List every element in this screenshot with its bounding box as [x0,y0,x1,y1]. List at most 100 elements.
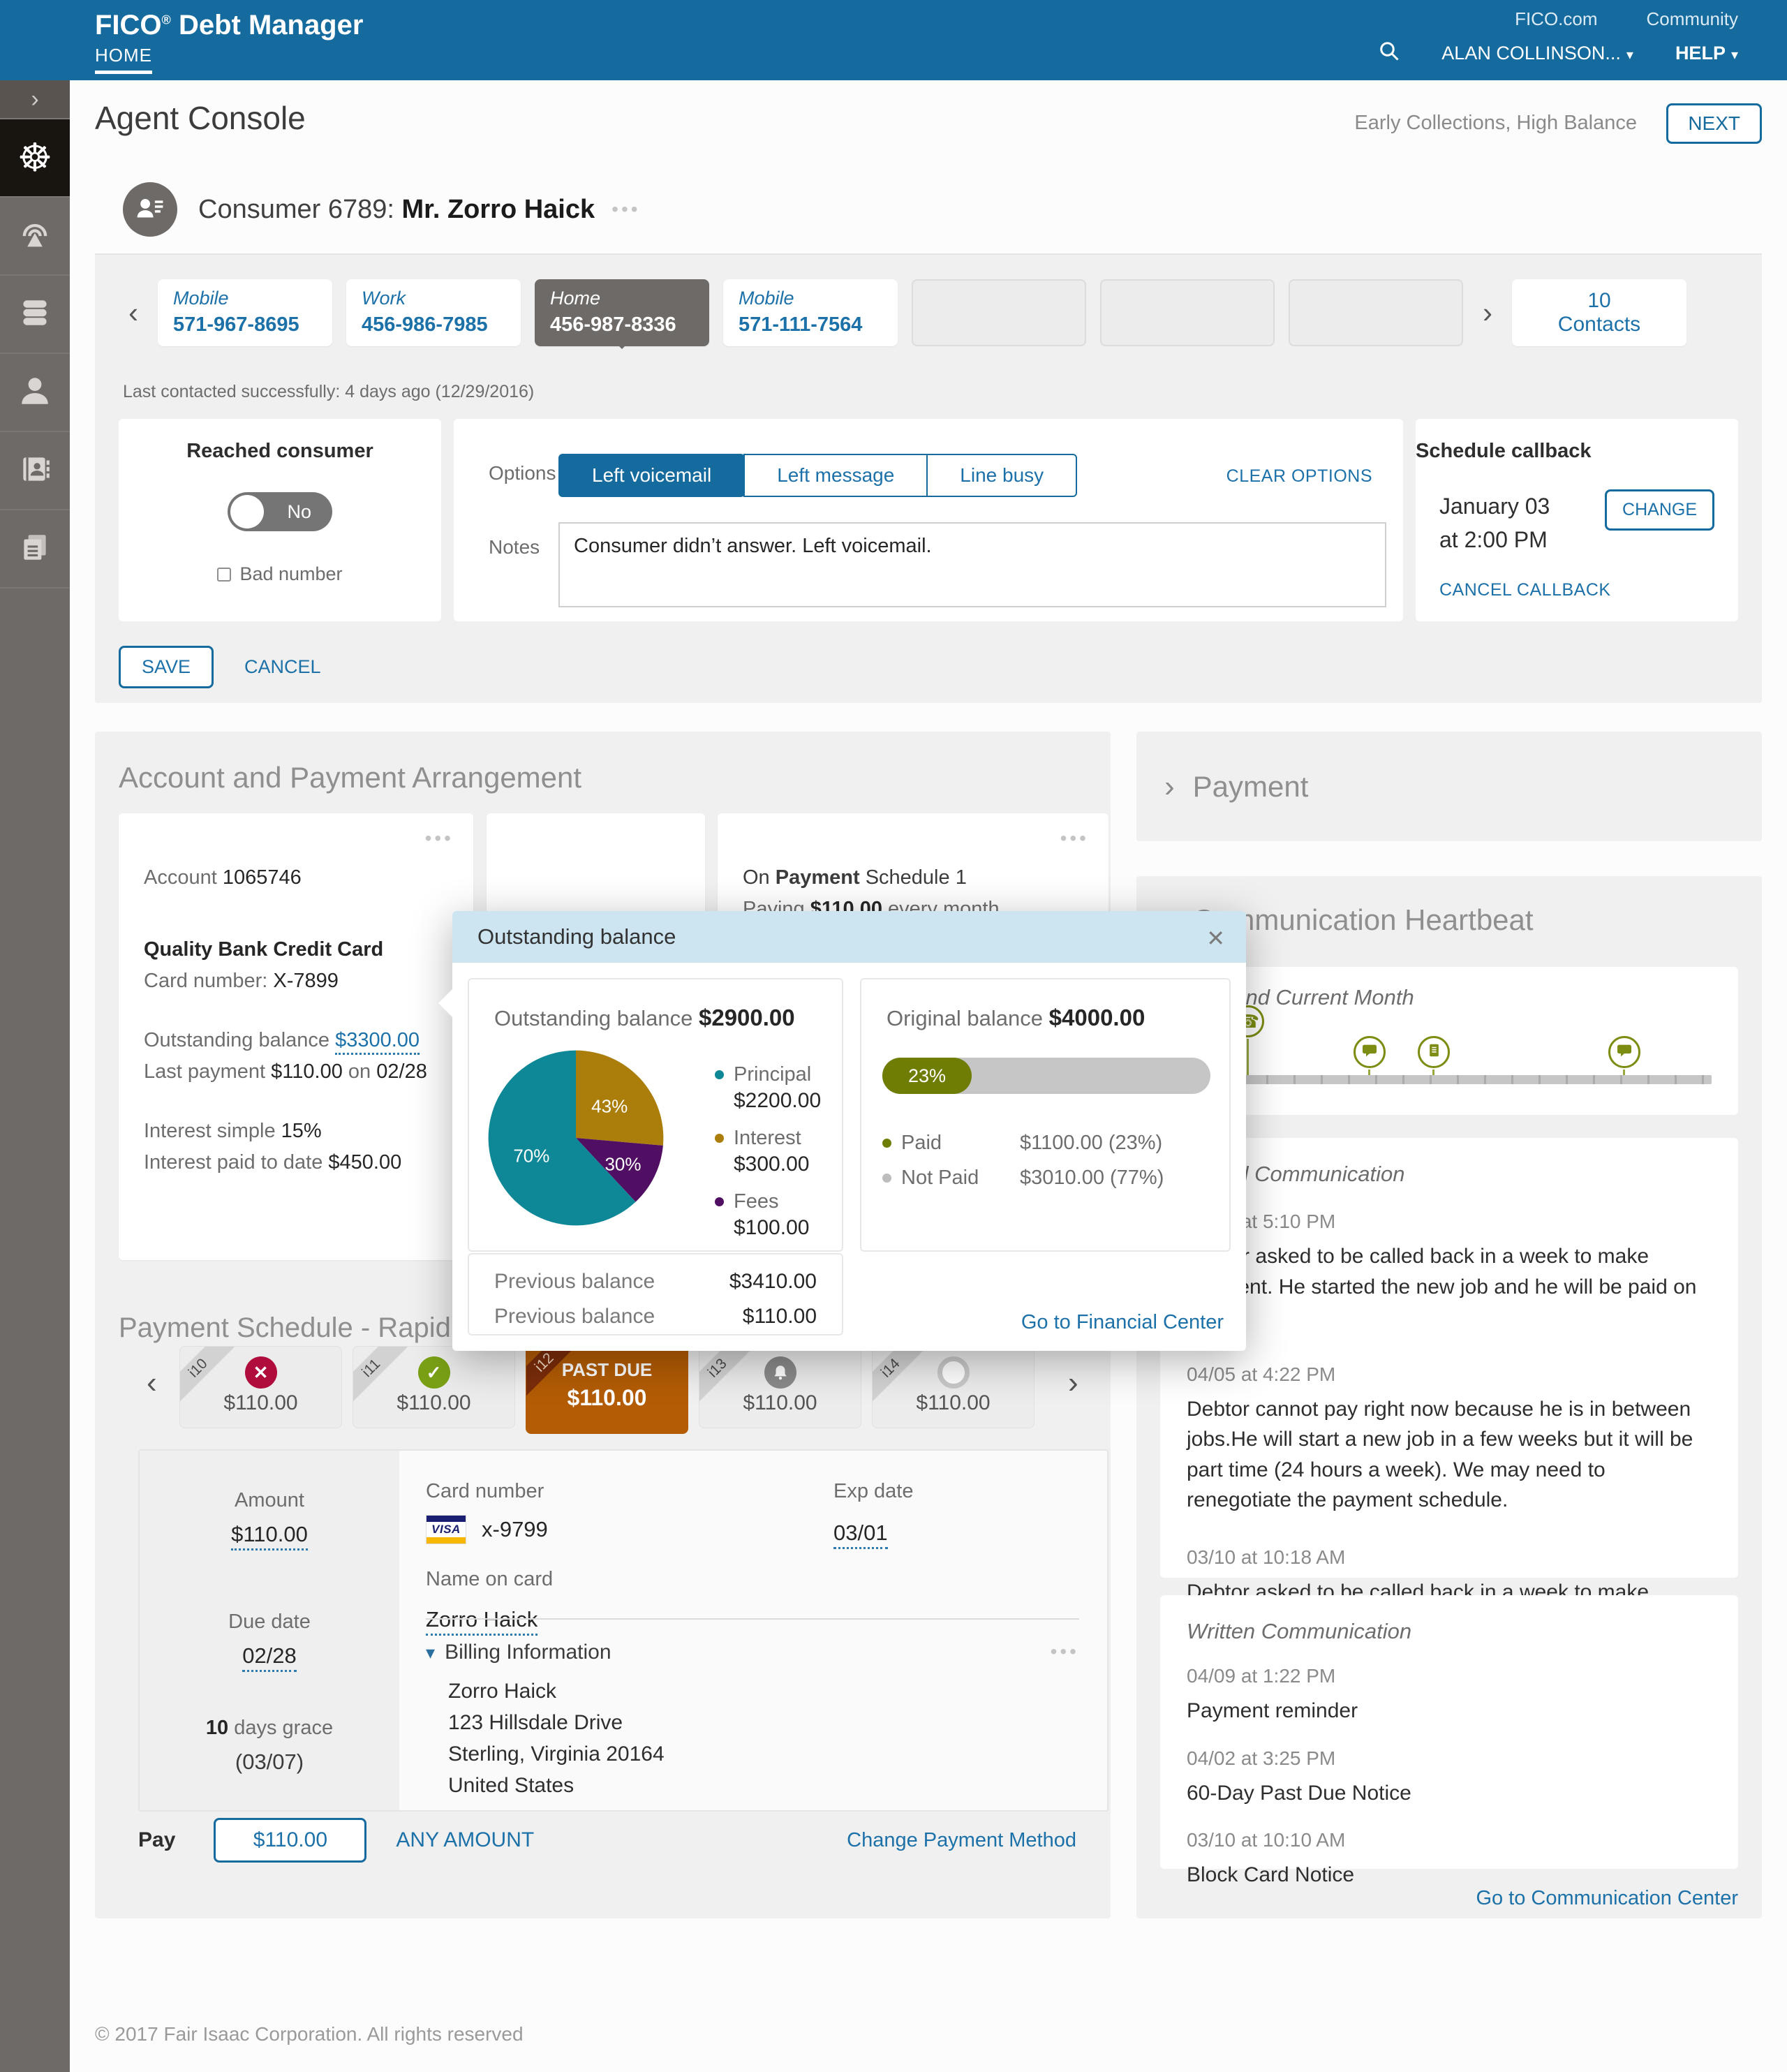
callback-datetime: January 03 at 2:00 PM [1439,494,1550,552]
change-callback-button[interactable]: CHANGE [1605,489,1714,531]
legend-dot-fees [715,1197,724,1206]
option-left-message[interactable]: Left message [743,454,928,497]
billing-information-toggle[interactable]: ▾ Billing Information [426,1641,611,1664]
timeline-chat-pin[interactable] [1354,1036,1386,1075]
notes-input[interactable]: Consumer didn’t answer. Left voicemail. [558,522,1386,607]
billing-menu-icon[interactable]: ••• [1050,1641,1079,1662]
change-payment-method-link[interactable]: Change Payment Method [847,1828,1076,1851]
schedule-card-i13-alert[interactable]: i13 $110.00 [699,1346,861,1428]
timeline-chat-pin[interactable] [1608,1036,1640,1075]
timeline-bar[interactable] [1187,1075,1712,1084]
payment-detail-box: Amount $110.00 Due date 02/28 10 days gr… [138,1449,1108,1812]
account-card-menu-icon[interactable]: ••• [424,827,454,849]
paid-check-icon: ✓ [417,1356,450,1389]
chevron-right-icon: › [1164,769,1175,804]
user-menu[interactable]: ALAN COLLINSON... ▾ [1441,43,1633,64]
exp-date-editable-value[interactable]: 03/01 [833,1520,888,1549]
phone-slot-empty [1289,279,1463,346]
sidebar-item-broadcast[interactable] [0,198,70,276]
chevron-down-icon: ▾ [426,1642,436,1663]
phone-card-mobile-1[interactable]: Mobile 571-967-8695 [158,279,332,346]
verbal-entry: 04/05 at 4:22 PM Debtor cannot pay right… [1187,1363,1693,1512]
save-button[interactable]: SAVE [119,646,214,688]
schedule-card-i12-past-due[interactable]: i12 PAST DUE $110.00 [526,1340,688,1434]
schedule-card-i11-paid[interactable]: i11 ✓ $110.00 [353,1346,515,1428]
go-to-financial-center-link[interactable]: Go to Financial Center [1021,1311,1224,1333]
sidebar-item-console[interactable]: ☸ [0,119,70,198]
option-left-voicemail[interactable]: Left voicemail [558,454,746,497]
schedule-card-i10-missed[interactable]: i10 ✕ $110.00 [179,1346,342,1428]
go-to-communication-center-link[interactable]: Go to Communication Center [1476,1887,1738,1909]
outstanding-balance-breakdown-card: Outstanding balance $2900.00 70% 43% 30%… [468,978,843,1252]
close-icon[interactable]: ✕ [1206,926,1225,951]
written-entry: 03/10 at 10:10 AM Block Card Notice [1187,1829,1355,1886]
brand-logo: FICO® Debt Manager [95,10,364,40]
any-amount-link[interactable]: ANY AMOUNT [396,1828,535,1851]
phone-strip-prev-icon[interactable]: ‹ [128,296,138,329]
heartbeat-section-toggle[interactable]: › Communication Heartbeat [1152,903,1533,938]
cancel-callback-link[interactable]: CANCEL CALLBACK [1439,580,1611,600]
name-on-card-editable-value[interactable]: Zorro Haick [426,1607,538,1636]
written-communication-title: Written Communication [1187,1619,1412,1643]
billing-address: Zorro Haick 123 Hillsdale Drive Sterling… [448,1680,665,1797]
cancel-link[interactable]: CANCEL [244,656,321,677]
caret-down-icon: ▾ [1626,47,1633,63]
upcoming-circle-icon [937,1356,970,1389]
link-fico-com[interactable]: FICO.com [1515,8,1598,29]
phone-card-home-selected[interactable]: Home 456-987-8336 [535,279,709,349]
reached-consumer-toggle[interactable]: No [228,492,332,531]
payment-schedule-title: Payment Schedule - Rapid U [119,1312,479,1343]
popup-header: Outstanding balance [452,911,1246,963]
call-options-card: Options Left voicemail Left message Line… [454,419,1403,621]
outstanding-balance-link[interactable]: $3300.00 [335,1028,420,1055]
top-bar: FICO® Debt Manager HOME FICO.com Communi… [0,0,1787,80]
due-date-editable-value[interactable]: 02/28 [242,1643,297,1672]
document-icon [1428,1044,1441,1060]
database-icon [17,295,52,334]
legend-dot-interest [715,1134,724,1143]
phone-slot-empty [912,279,1086,346]
account-card: ••• Account 1065746 Quality Bank Credit … [119,813,473,1260]
schedule-next-icon[interactable]: › [1068,1366,1078,1400]
svg-text:30%: 30% [605,1153,641,1174]
bad-number-checkbox[interactable]: Bad number [119,563,441,585]
payment-detail-summary: Amount $110.00 Due date 02/28 10 days gr… [140,1451,399,1810]
svg-text:43%: 43% [591,1095,628,1116]
sidebar-item-database[interactable] [0,276,70,354]
pay-amount-button[interactable]: $110.00 [214,1818,367,1863]
pay-label: Pay [138,1828,176,1851]
contacts-count-card[interactable]: 10 Contacts [1512,279,1686,346]
past-due-badge: PAST DUE [561,1359,653,1380]
sidebar-item-person[interactable] [0,354,70,432]
sidebar-item-documents[interactable] [0,510,70,589]
option-line-busy[interactable]: Line busy [926,454,1078,497]
search-icon[interactable] [1379,40,1400,66]
notes-label: Notes [489,536,540,558]
help-menu[interactable]: HELP ▾ [1675,43,1738,64]
next-button[interactable]: NEXT [1666,103,1762,144]
card-last-digits: x-9799 [482,1517,548,1541]
payment-collapsed-section[interactable]: › Payment [1136,732,1762,841]
schedule-prev-icon[interactable]: ‹ [147,1366,157,1400]
queue-label: Early Collections, High Balance [1354,112,1637,134]
link-community[interactable]: Community [1646,8,1738,29]
caret-down-icon: ▾ [1730,47,1738,63]
verbal-communication-title: Verbal Communication [1187,1162,1405,1186]
consumer-panel: Consumer 6789: Mr. Zorro Haick ••• ‹ Mob… [95,165,1762,703]
schedule-card-menu-icon[interactable]: ••• [1060,827,1089,849]
schedule-card-i14-upcoming[interactable]: i14 $110.00 [872,1346,1035,1428]
reached-consumer-title: Reached consumer [186,440,373,462]
phone-card-work[interactable]: Work 456-986-7985 [346,279,521,346]
sidebar-item-contacts[interactable] [0,432,70,510]
amount-editable-value[interactable]: $110.00 [231,1522,308,1551]
svg-text:70%: 70% [513,1146,549,1167]
consumer-overflow-menu-icon[interactable]: ••• [611,198,641,220]
phone-strip-next-icon[interactable]: › [1483,296,1492,329]
clear-options-link[interactable]: CLEAR OPTIONS [1226,466,1372,486]
phone-card-mobile-2[interactable]: Mobile 571-111-7564 [723,279,898,346]
written-entry: 04/02 at 3:25 PM 60-Day Past Due Notice [1187,1747,1411,1805]
nav-home-tab[interactable]: HOME [95,45,152,74]
timeline-document-pin[interactable] [1418,1036,1450,1075]
sidebar-expand-button[interactable]: › [0,80,70,119]
